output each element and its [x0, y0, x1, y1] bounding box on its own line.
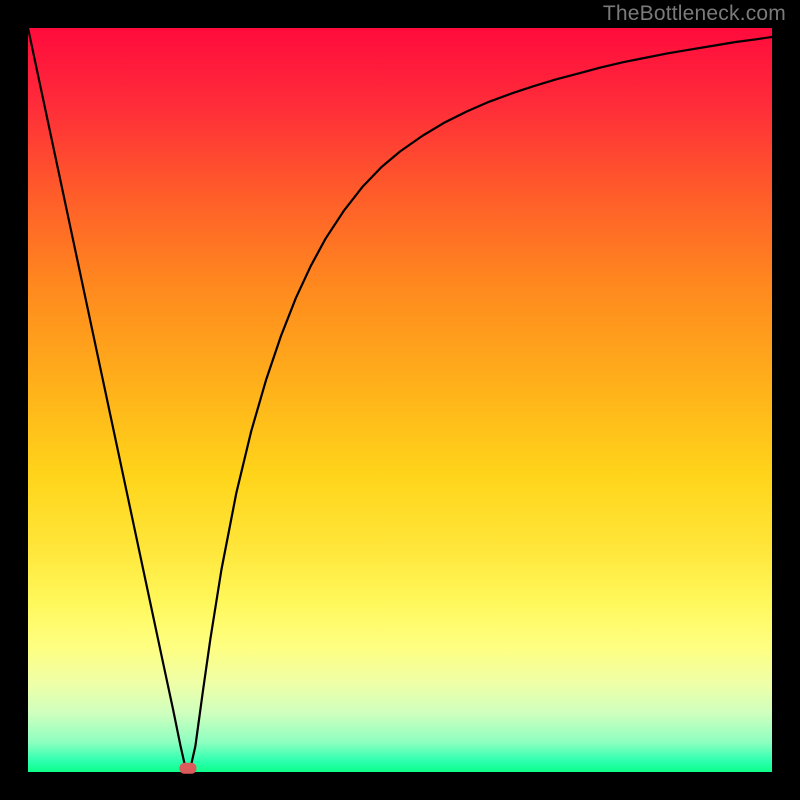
watermark-text: TheBottleneck.com [603, 2, 786, 26]
chart-svg [0, 0, 800, 800]
chart-frame: TheBottleneck.com [0, 0, 800, 800]
plot-area [0, 0, 800, 800]
